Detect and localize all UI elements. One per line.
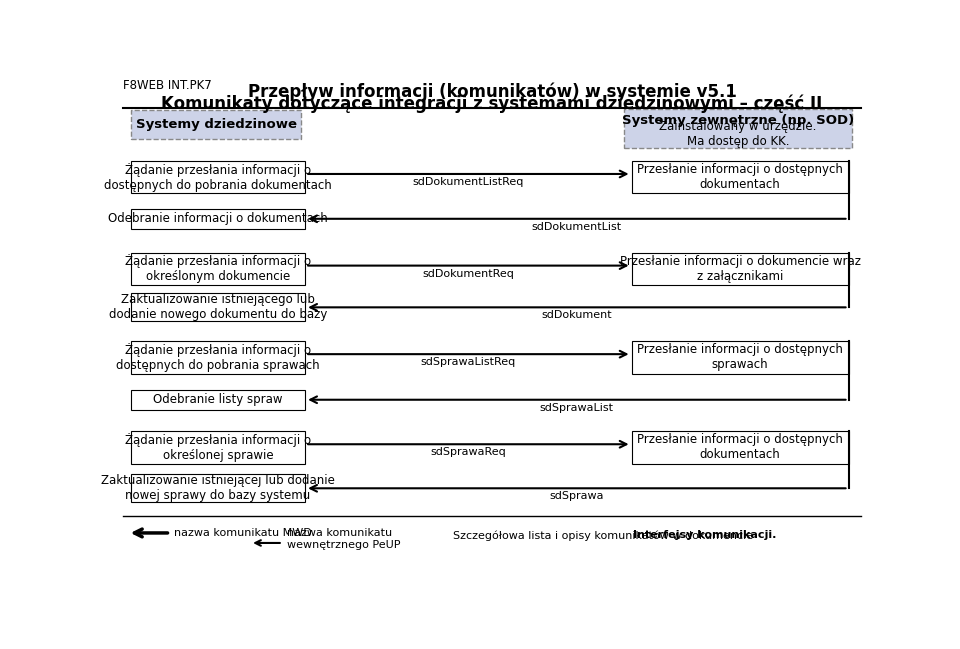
Text: sdSprawa: sdSprawa [550, 491, 604, 502]
FancyBboxPatch shape [131, 390, 305, 410]
Text: Przesłanie informacji o dokumencie wraz
z załącznikami: Przesłanie informacji o dokumencie wraz … [619, 255, 860, 283]
FancyBboxPatch shape [131, 110, 301, 139]
FancyBboxPatch shape [131, 209, 305, 229]
Text: sdDokumentListReq: sdDokumentListReq [413, 177, 524, 187]
Text: Zaktualizowanie istniejącego lub
dodanie nowego dokumentu do bazy: Zaktualizowanie istniejącego lub dodanie… [108, 293, 327, 321]
Text: Systemy zewnętrzne (np. SOD): Systemy zewnętrzne (np. SOD) [622, 114, 854, 127]
Text: Komunikaty dotyczące integracji z systemami dziedzinowymi – część II: Komunikaty dotyczące integracji z system… [161, 95, 823, 114]
FancyBboxPatch shape [131, 252, 305, 285]
Text: sdSprawaListReq: sdSprawaListReq [420, 357, 516, 367]
FancyBboxPatch shape [632, 341, 849, 374]
FancyBboxPatch shape [624, 110, 852, 148]
FancyBboxPatch shape [131, 432, 305, 463]
Text: sdDokument: sdDokument [541, 310, 612, 321]
FancyBboxPatch shape [632, 252, 849, 285]
FancyBboxPatch shape [632, 161, 849, 193]
Text: nazwa komunikatu
wewnętrznego PeUP: nazwa komunikatu wewnętrznego PeUP [287, 528, 400, 550]
Text: Przesłanie informacji o dostępnych
sprawach: Przesłanie informacji o dostępnych spraw… [637, 343, 843, 371]
FancyBboxPatch shape [131, 293, 305, 321]
Text: Przesłanie informacji o dostępnych
dokumentach: Przesłanie informacji o dostępnych dokum… [637, 434, 843, 461]
Text: Interfejsy komunikacji.: Interfejsy komunikacji. [633, 530, 777, 540]
Text: Przesłanie informacji o dostępnych
dokumentach: Przesłanie informacji o dostępnych dokum… [637, 163, 843, 191]
Text: Żądanie przesłania informacji o
określonym dokumencie: Żądanie przesłania informacji o określon… [125, 254, 311, 284]
Text: sdDokumentList: sdDokumentList [532, 222, 622, 232]
Text: Żądanie przesłania informacji o
dostępnych do pobrania sprawach: Żądanie przesłania informacji o dostępny… [116, 343, 320, 372]
Text: Odebranie listy spraw: Odebranie listy spraw [154, 393, 283, 406]
Text: Szczegółowa lista i opisy komunikatów w dokumencie: Szczegółowa lista i opisy komunikatów w … [453, 530, 756, 541]
Text: Zainstalowany w urzędzie.
Ma dostęp do KK.: Zainstalowany w urzędzie. Ma dostęp do K… [660, 120, 817, 148]
Text: Żądanie przesłania informacji o
dostępnych do pobrania dokumentach: Żądanie przesłania informacji o dostępny… [105, 163, 332, 191]
FancyBboxPatch shape [632, 432, 849, 463]
Text: F8WEB INT.PK7: F8WEB INT.PK7 [123, 79, 212, 92]
Text: Odebranie informacji o dokumentach: Odebranie informacji o dokumentach [108, 212, 328, 225]
Text: sdSprawaList: sdSprawaList [540, 403, 613, 413]
Text: Żądanie przesłania informacji o
określonej sprawie: Żądanie przesłania informacji o określon… [125, 433, 311, 462]
Text: sdDokumentReq: sdDokumentReq [422, 269, 515, 278]
Text: Systemy dziedzinowe: Systemy dziedzinowe [135, 118, 297, 131]
Text: Przepływ informacji (komunikatów) w systemie v5.1: Przepływ informacji (komunikatów) w syst… [248, 82, 736, 101]
FancyBboxPatch shape [131, 474, 305, 502]
FancyBboxPatch shape [131, 161, 305, 193]
FancyBboxPatch shape [131, 341, 305, 374]
Text: sdSprawaReq: sdSprawaReq [430, 447, 506, 458]
Text: Zaktualizowanie istniejącej lub dodanie
nowej sprawy do bazy systemu: Zaktualizowanie istniejącej lub dodanie … [101, 474, 335, 502]
Text: nazwa komunikatu MWD: nazwa komunikatu MWD [175, 528, 312, 538]
